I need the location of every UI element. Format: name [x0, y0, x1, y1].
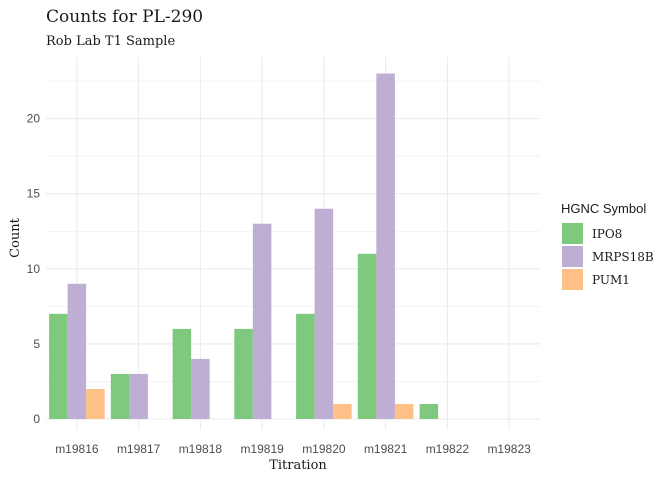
y-tick-label: 15 [27, 187, 41, 201]
bar-ipo8-m19817 [110, 373, 130, 419]
legend-swatch-ipo8 [562, 223, 583, 244]
bar-mrps18b-m19818 [191, 358, 210, 419]
bar-ipo8-m19818 [172, 328, 192, 419]
bars [49, 73, 439, 419]
y-tick-label: 10 [27, 262, 41, 276]
x-tick-label: m19823 [487, 442, 531, 456]
x-tick-label: m19821 [364, 442, 408, 456]
bar-pum1-m19821 [394, 403, 414, 419]
legend-label-pum1: PUM1 [592, 273, 630, 287]
chart-subtitle: Rob Lab T1 Sample [46, 34, 175, 49]
bar-mrps18b-m19819 [252, 223, 272, 419]
bar-mrps18b-m19820 [314, 208, 334, 419]
legend-swatch-pum1 [562, 269, 583, 290]
x-tick-label: m19822 [426, 442, 470, 456]
bar-pum1-m19820 [333, 403, 352, 419]
bar-ipo8-m19819 [234, 328, 253, 419]
y-tick-label: 20 [27, 112, 41, 126]
y-tick-label: 0 [33, 412, 40, 426]
x-tick-label: m19817 [117, 442, 161, 456]
bar-ipo8-m19821 [357, 253, 377, 419]
legend-label-ipo8: IPO8 [592, 227, 622, 241]
x-axis-label: Titration [269, 458, 327, 473]
legend: HGNC Symbol IPO8 MRPS18B PUM1 [561, 201, 654, 290]
bar-mrps18b-m19821 [376, 73, 395, 419]
x-axis-tick-labels: m19816 m19817 m19818 m19819 m19820 m19821 m198… [55, 442, 531, 456]
bar-mrps18b-m19816 [67, 283, 87, 419]
x-tick-label: m19819 [240, 442, 284, 456]
y-tick-label: 5 [33, 337, 40, 351]
bar-ipo8-m19820 [296, 313, 315, 419]
x-tick-label: m19820 [302, 442, 346, 456]
x-tick-label: m19816 [55, 442, 99, 456]
legend-swatch-mrps18b [562, 246, 583, 267]
bar-pum1-m19816 [86, 388, 105, 419]
y-axis-tick-labels: 0 5 10 15 20 [27, 112, 41, 426]
legend-items: IPO8 MRPS18B PUM1 [562, 223, 654, 290]
bar-ipo8-m19816 [49, 313, 68, 419]
bar-ipo8-m19822 [419, 403, 439, 419]
legend-label-mrps18b: MRPS18B [592, 250, 654, 264]
legend-title: HGNC Symbol [561, 201, 646, 216]
chart-title: Counts for PL-290 [46, 7, 203, 27]
y-axis-label: Count [8, 217, 23, 258]
bar-mrps18b-m19817 [129, 373, 148, 419]
x-tick-label: m19818 [179, 442, 223, 456]
